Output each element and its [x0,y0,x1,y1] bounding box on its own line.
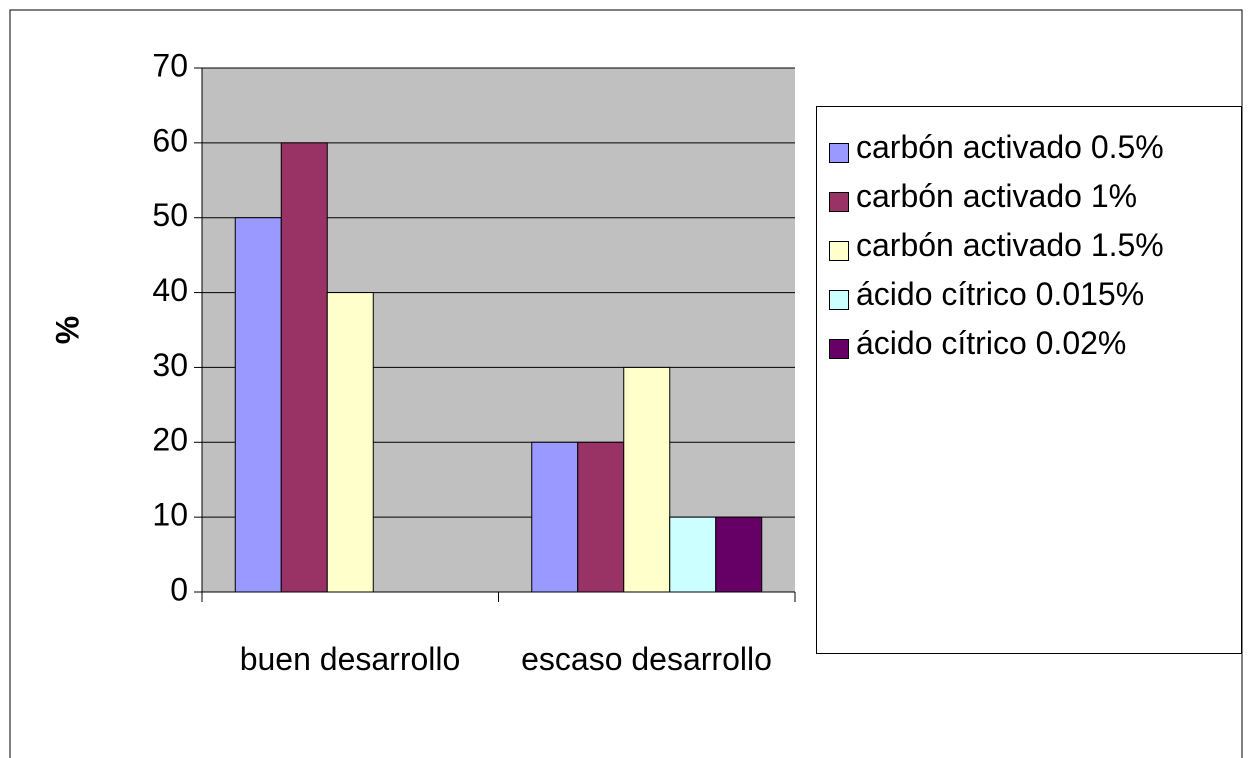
bar [326,292,374,593]
bar [715,516,763,593]
legend-entry: carbón activado 1% [829,177,1241,221]
x-tick-label: buen desarrollo [239,641,461,677]
bar [531,441,579,593]
legend-entry: ácido cítrico 0.02% [829,324,1241,368]
y-tick-label: 0 [170,571,188,607]
bar [234,217,282,593]
y-tick-label: 70 [152,47,188,83]
y-tick-label: 50 [152,197,188,233]
legend-label: carbón activado 1.5% [856,227,1164,263]
y-tick-label: 40 [152,272,188,308]
y-axis-label: % [49,316,85,344]
bar [280,142,328,593]
legend-entry: carbón activado 0.5% [829,128,1241,172]
legend-swatch [829,241,849,261]
frame [9,9,1243,758]
legend-label: ácido cítrico 0.02% [856,325,1127,361]
legend-entry: carbón activado 1.5% [829,226,1241,270]
legend-swatch [829,290,849,310]
legend: carbón activado 0.5% carbón activado 1% ca… [816,106,1242,654]
bar [669,516,717,593]
legend-swatch [829,143,849,163]
legend-swatch [829,339,849,359]
y-tick-label: 60 [152,122,188,158]
legend-entry: ácido cítrico 0.015% [829,275,1241,319]
legend-swatch [829,192,849,212]
bar [577,441,625,593]
bar [623,366,671,593]
legend-label: carbón activado 1% [856,178,1138,214]
legend-label: carbón activado 0.5% [856,129,1164,165]
y-tick-label: 10 [152,497,188,533]
y-tick-label: 20 [152,422,188,458]
legend-label: ácido cítrico 0.015% [856,276,1145,312]
x-tick-label: escaso desarrollo [521,641,772,677]
y-tick-label: 30 [152,347,188,383]
